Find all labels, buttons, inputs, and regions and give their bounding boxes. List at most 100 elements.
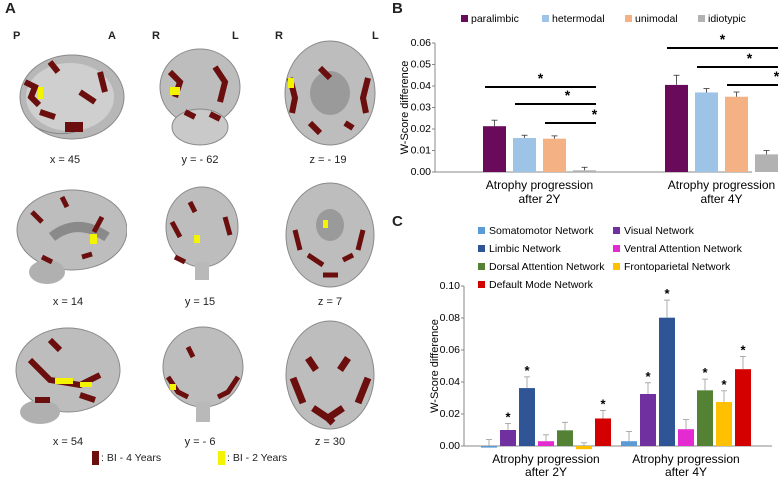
- y-tick-label: 0.02: [440, 408, 461, 420]
- x-category-label: Atrophy progression: [668, 178, 775, 192]
- y-tick-label: 0.05: [411, 59, 432, 71]
- legend-label-unimodal: unimodal: [635, 13, 678, 25]
- significance-star: *: [747, 50, 753, 66]
- y-tick-label: 0.04: [411, 80, 432, 92]
- legend-swatch-paralimbic: [461, 15, 468, 22]
- legend-swatch-ventral-attention-network: [613, 245, 620, 252]
- bar-limbic-network-group2: [659, 317, 675, 446]
- bar-limbic-network-group1: [519, 388, 535, 446]
- significance-star: *: [592, 106, 598, 122]
- bar-unimodal-group1: [543, 138, 566, 172]
- orient-label-right-axial: R: [275, 30, 283, 42]
- significance-star: *: [664, 286, 670, 301]
- bar-ventral-attention-network-group2: [678, 429, 694, 446]
- x-category-label: after 2Y: [518, 192, 560, 206]
- panel-a-letter: A: [5, 0, 16, 17]
- legend-swatch-limbic-network: [478, 245, 485, 252]
- brain-sagittal-x45: [19, 54, 125, 140]
- legend-label-bi-2-years: : BI - 2 Years: [227, 452, 288, 464]
- panel-c-letter: C: [392, 213, 403, 230]
- legend-swatch-frontoparietal-network: [613, 263, 620, 270]
- significance-star: *: [721, 377, 727, 392]
- y-tick-label: 0.00: [411, 166, 432, 178]
- brain-axial-z7: [285, 182, 375, 288]
- y-tick-label: 0.00: [440, 440, 461, 452]
- x-category-label: after 4Y: [700, 192, 742, 206]
- significance-star: *: [645, 369, 651, 384]
- significance-star: *: [774, 68, 780, 84]
- coord-label-y-62: y = - 62: [181, 154, 219, 166]
- bar-frontoparietal-network-group1: [576, 446, 592, 450]
- bar-hetermodal-group2: [695, 92, 718, 172]
- legend-label-bi-4-years: : BI - 4 Years: [101, 452, 162, 464]
- legend-swatch-idiotypic: [698, 15, 705, 22]
- significance-star: *: [600, 396, 606, 411]
- bar-dorsal-attention-network-group2: [697, 390, 713, 446]
- bar-somatomotor-network-group1: [481, 446, 497, 448]
- legend-label-ventral-attention-network: Ventral Attention Network: [624, 243, 743, 255]
- legend-item-bi-4-years: : BI - 4 Years: [92, 451, 161, 465]
- legend-label-dorsal-attention-network: Dorsal Attention Network: [489, 261, 605, 273]
- legend-label-paralimbic: paralimbic: [471, 13, 519, 25]
- bar-idiotypic-group2: [755, 154, 778, 172]
- y-tick-label: 0.02: [411, 123, 432, 135]
- brain-axial-z-19: [284, 40, 376, 146]
- legend-label-visual-network: Visual Network: [624, 225, 695, 237]
- orient-label-right-coronal: R: [152, 30, 160, 42]
- significance-star: *: [720, 31, 726, 47]
- y-axis-label: W-Score difference: [399, 61, 411, 155]
- orient-label-anterior: A: [108, 30, 116, 42]
- brain-coronal-y15: [165, 186, 239, 280]
- legend-swatch-dorsal-attention-network: [478, 263, 485, 270]
- brain-axial-z30: [285, 320, 375, 430]
- legend-swatch-visual-network: [613, 227, 620, 234]
- bar-hetermodal-group1: [513, 138, 536, 172]
- orient-label-left-coronal: L: [232, 30, 239, 42]
- coord-label-y15: y = 15: [184, 296, 216, 308]
- legend-label-default-mode-network: Default Mode Network: [489, 279, 594, 291]
- y-axis-label: W-Score difference: [429, 319, 441, 413]
- bar-unimodal-group2: [725, 96, 748, 172]
- chart-c-networks: 0.00 0.02 0.04 0.06 0.08 0.10 W-Score differen…: [429, 225, 772, 479]
- brain-coronal-y-6: [162, 326, 244, 422]
- legend-label-idiotypic: idiotypic: [708, 13, 746, 25]
- x-category-label: after 4Y: [665, 465, 707, 479]
- bar-somatomotor-network-group2: [621, 441, 637, 446]
- legend-swatch-default-mode-network: [478, 281, 485, 288]
- brain-coronal-y-62: [159, 48, 241, 146]
- y-tick-label: 0.06: [440, 344, 461, 356]
- brain-sagittal-x14: [16, 189, 127, 284]
- x-category-label: Atrophy progression: [486, 178, 593, 192]
- x-category-label: Atrophy progression: [632, 452, 739, 466]
- y-tick-label: 0.08: [440, 312, 461, 324]
- bar-ventral-attention-network-group1: [538, 441, 554, 446]
- legend-swatch-hetermodal: [542, 15, 549, 22]
- legend-label-hetermodal: hetermodal: [552, 13, 605, 25]
- y-tick-label: 0.01: [411, 145, 432, 157]
- coord-label-z-19: z = - 19: [309, 154, 347, 166]
- legend-label-limbic-network: Limbic Network: [489, 243, 562, 255]
- legend-swatch-unimodal: [625, 15, 632, 22]
- legend-swatch-bi-4-years: [92, 451, 99, 465]
- significance-star: *: [565, 87, 571, 103]
- coord-label-y-6: y = - 6: [184, 436, 216, 448]
- significance-star: *: [538, 70, 544, 86]
- y-tick-label: 0.03: [411, 102, 432, 114]
- legend-item-bi-2-years: : BI - 2 Years: [218, 451, 287, 465]
- coord-label-x14: x = 14: [52, 296, 84, 308]
- y-tick-label: 0.06: [411, 37, 432, 49]
- legend-label-frontoparietal-network: Frontoparietal Network: [624, 261, 731, 273]
- x-category-label: after 2Y: [525, 465, 567, 479]
- panel-b-letter: B: [392, 0, 403, 17]
- bar-visual-network-group2: [640, 394, 656, 446]
- bar-frontoparietal-network-group2: [716, 402, 732, 446]
- y-tick-label: 0.10: [440, 280, 461, 292]
- bar-dorsal-attention-network-group1: [557, 430, 573, 446]
- bar-default-mode-network-group1: [595, 418, 611, 446]
- legend-swatch-bi-2-years: [218, 451, 225, 465]
- bar-paralimbic-group1: [483, 126, 506, 172]
- bar-default-mode-network-group2: [735, 369, 751, 446]
- legend-label-somatomotor-network: Somatomotor Network: [489, 225, 594, 237]
- coord-label-x45: x = 45: [49, 154, 81, 166]
- significance-star: *: [740, 342, 746, 357]
